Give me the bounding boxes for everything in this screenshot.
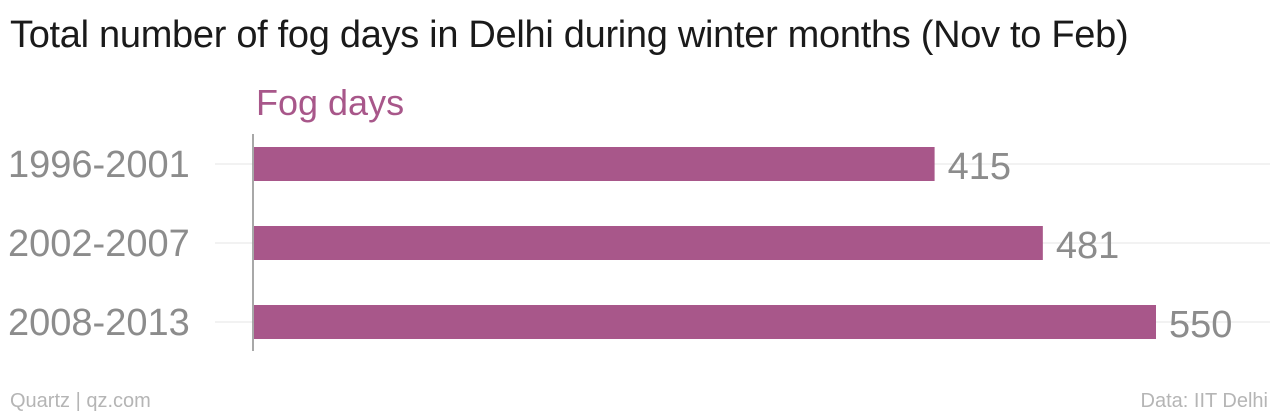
bar [254,226,1043,260]
bar [254,305,1156,339]
bar [254,147,935,181]
value-label: 550 [1169,304,1232,346]
chart-title: Total number of fog days in Delhi during… [10,14,1129,56]
value-label: 481 [1056,225,1119,267]
category-label: 2002-2007 [8,223,190,265]
bar-chart: 1996-2001 415 2002-2007 481 2008-2013 550 [8,134,1270,351]
source-credit: Quartz | qz.com [10,390,151,412]
value-label: 415 [948,146,1011,188]
category-label: 2008-2013 [8,302,190,344]
category-label: 1996-2001 [8,144,190,186]
data-source: Data: IIT Delhi [1140,390,1268,412]
series-label: Fog days [256,82,405,123]
